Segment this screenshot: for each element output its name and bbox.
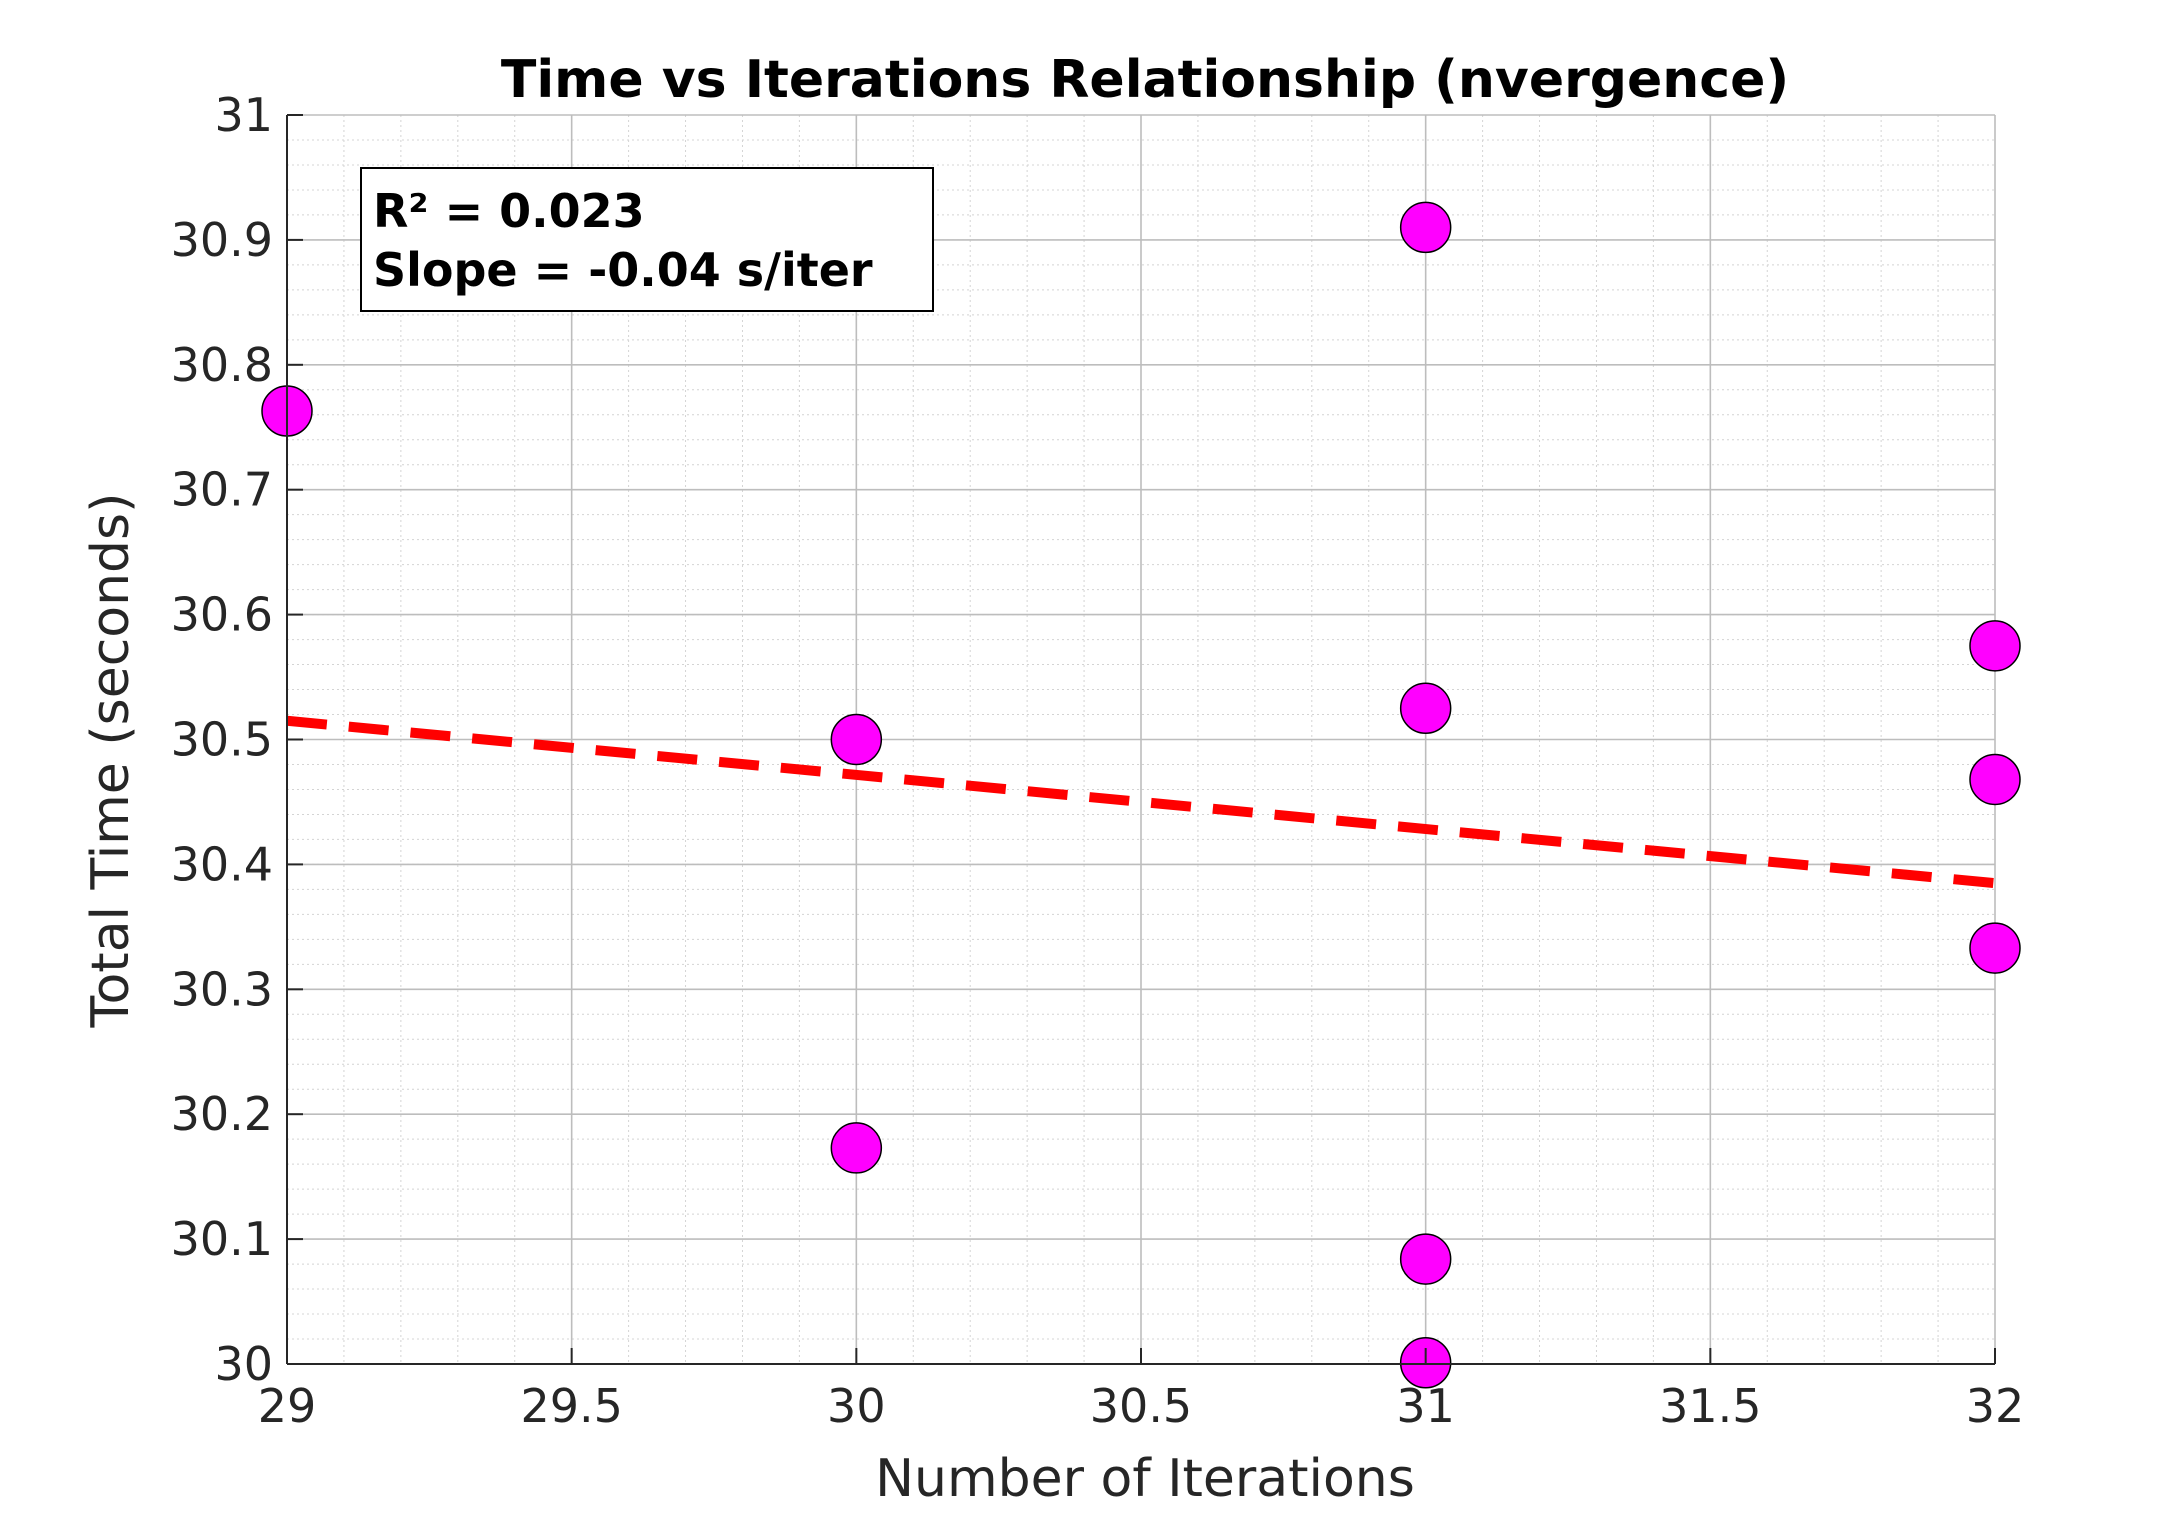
- x-axis-title: Number of Iterations: [875, 1449, 1415, 1509]
- data-point: [830, 1122, 883, 1174]
- y-tick-label: 31: [214, 88, 273, 142]
- x-tick-label: 29: [258, 1379, 317, 1433]
- y-tick-label: 30.5: [171, 713, 273, 767]
- x-tick-labels: 29 29.5 30 30.5 31 31.5 32: [258, 1379, 2025, 1433]
- y-tick-label: 30.8: [171, 338, 273, 392]
- y-axis-title: Total Time (seconds): [81, 493, 141, 1029]
- y-tick-labels: 30 30.1 30.2 30.3 30.4 30.5 30.6 30.7 30.8 30.9 31: [171, 88, 273, 1391]
- y-tick-label: 30.9: [171, 213, 273, 267]
- trend-line: [286, 715, 1996, 889]
- slope-text: Slope = -0.04 s/iter: [373, 243, 873, 297]
- x-tick-label: 30: [827, 1379, 886, 1433]
- x-tick-label: 29.5: [520, 1379, 622, 1433]
- data-point: [1399, 682, 1452, 735]
- annotation-frame: [360, 167, 934, 312]
- y-tick-label: 30.4: [171, 837, 273, 891]
- y-tick-label: 30.7: [171, 463, 273, 517]
- y-tick-label: 30.6: [171, 588, 273, 642]
- y-tick-label: 30.1: [171, 1212, 273, 1266]
- fit-line-layer: [286, 715, 1996, 889]
- axes: [286, 114, 1996, 1365]
- data-point: [830, 713, 883, 766]
- r-squared-text: R² = 0.023: [373, 184, 645, 238]
- scatter-points: [261, 201, 2021, 1389]
- data-point: [1969, 620, 2021, 672]
- x-tick-label: 32: [1966, 1379, 2025, 1433]
- data-point: [1399, 201, 1452, 254]
- x-tick-label: 31: [1396, 1379, 1455, 1433]
- y-tick-label: 30.2: [171, 1087, 273, 1141]
- y-tick-label: 30: [214, 1337, 273, 1391]
- stats-annotation-box: R² = 0.023 Slope = -0.04 s/iter: [360, 167, 934, 312]
- x-tick-label: 30.5: [1090, 1379, 1192, 1433]
- data-point: [1969, 922, 2021, 974]
- y-tick-label: 30.3: [171, 962, 273, 1016]
- data-point: [1399, 1233, 1452, 1285]
- data-point: [1969, 753, 2021, 806]
- chart-title: Time vs Iterations Relationship (nvergen…: [501, 50, 1789, 110]
- x-tick-label: 31.5: [1659, 1379, 1761, 1433]
